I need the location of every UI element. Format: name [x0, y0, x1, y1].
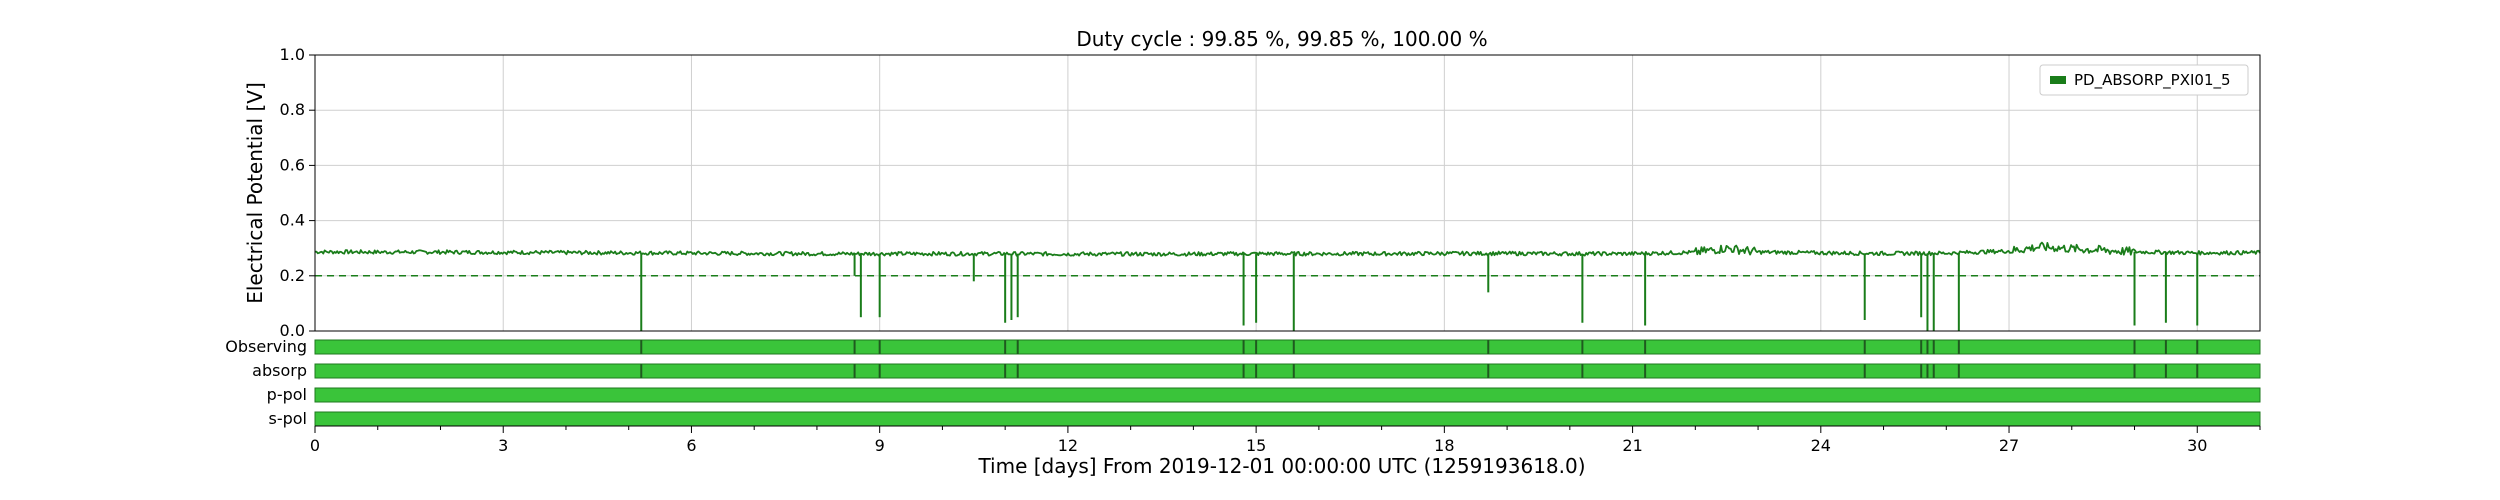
- main-plot: 0.0 0.2 0.4 0.6 0.8 1.0 PD_ABSORP_PXI01_5: [280, 45, 2261, 340]
- series-line: [314, 241, 2261, 257]
- segment-row-label: Observing: [225, 337, 307, 356]
- x-tick-label: 18: [1434, 436, 1454, 455]
- legend: PD_ABSORP_PXI01_5: [2039, 64, 2249, 96]
- y-axis-label: Electrical Potential [V]: [243, 82, 267, 304]
- y-tick-label: 0.8: [280, 100, 305, 119]
- segment-row-label: s-pol: [269, 409, 308, 428]
- segment-bar: [314, 339, 2261, 355]
- x-tick-label: 12: [1058, 436, 1078, 455]
- x-tick-label: 21: [1622, 436, 1642, 455]
- y-tick-label: 0.4: [280, 211, 305, 230]
- series-layer: [314, 241, 2261, 331]
- x-tick-label: 0: [310, 436, 320, 455]
- segment-row-label: p-pol: [267, 385, 307, 404]
- x-tick-label: 30: [2187, 436, 2207, 455]
- legend-box: [2039, 64, 2249, 96]
- x-tick-label: 24: [1811, 436, 1831, 455]
- x-tick-label: 6: [686, 436, 696, 455]
- y-tick-label: 0.2: [280, 266, 305, 285]
- segment-bar: [314, 411, 2261, 427]
- x-tick-label: 15: [1246, 436, 1266, 455]
- y-tick-label: 1.0: [280, 45, 305, 64]
- legend-swatch: [2050, 76, 2066, 84]
- segment-row-label: absorp: [252, 361, 307, 380]
- legend-label: PD_ABSORP_PXI01_5: [2074, 71, 2231, 90]
- plot-area: [315, 55, 2260, 331]
- y-tick-label: 0.6: [280, 155, 305, 174]
- chart-title: Duty cycle : 99.85 %, 99.85 %, 100.00 %: [1076, 27, 1487, 51]
- x-tick-label: 27: [1999, 436, 2019, 455]
- segment-bar: [314, 387, 2261, 403]
- segment-rows: Observing absorp p-pol s-pol: [225, 337, 2261, 428]
- x-tick-label: 3: [498, 436, 508, 455]
- x-axis-ticks: 0 3 6 9 12 15 18 21 24 27 30: [310, 425, 2261, 455]
- y-tick-label: 0.0: [280, 321, 305, 340]
- plot-frame: [314, 54, 2261, 332]
- segment-bar: [314, 363, 2261, 379]
- x-axis-label: Time [days] From 2019-12-01 00:00:00 UTC…: [977, 454, 1585, 478]
- x-tick-label: 9: [875, 436, 885, 455]
- y-axis-ticks: 0.0 0.2 0.4 0.6 0.8 1.0: [280, 45, 315, 340]
